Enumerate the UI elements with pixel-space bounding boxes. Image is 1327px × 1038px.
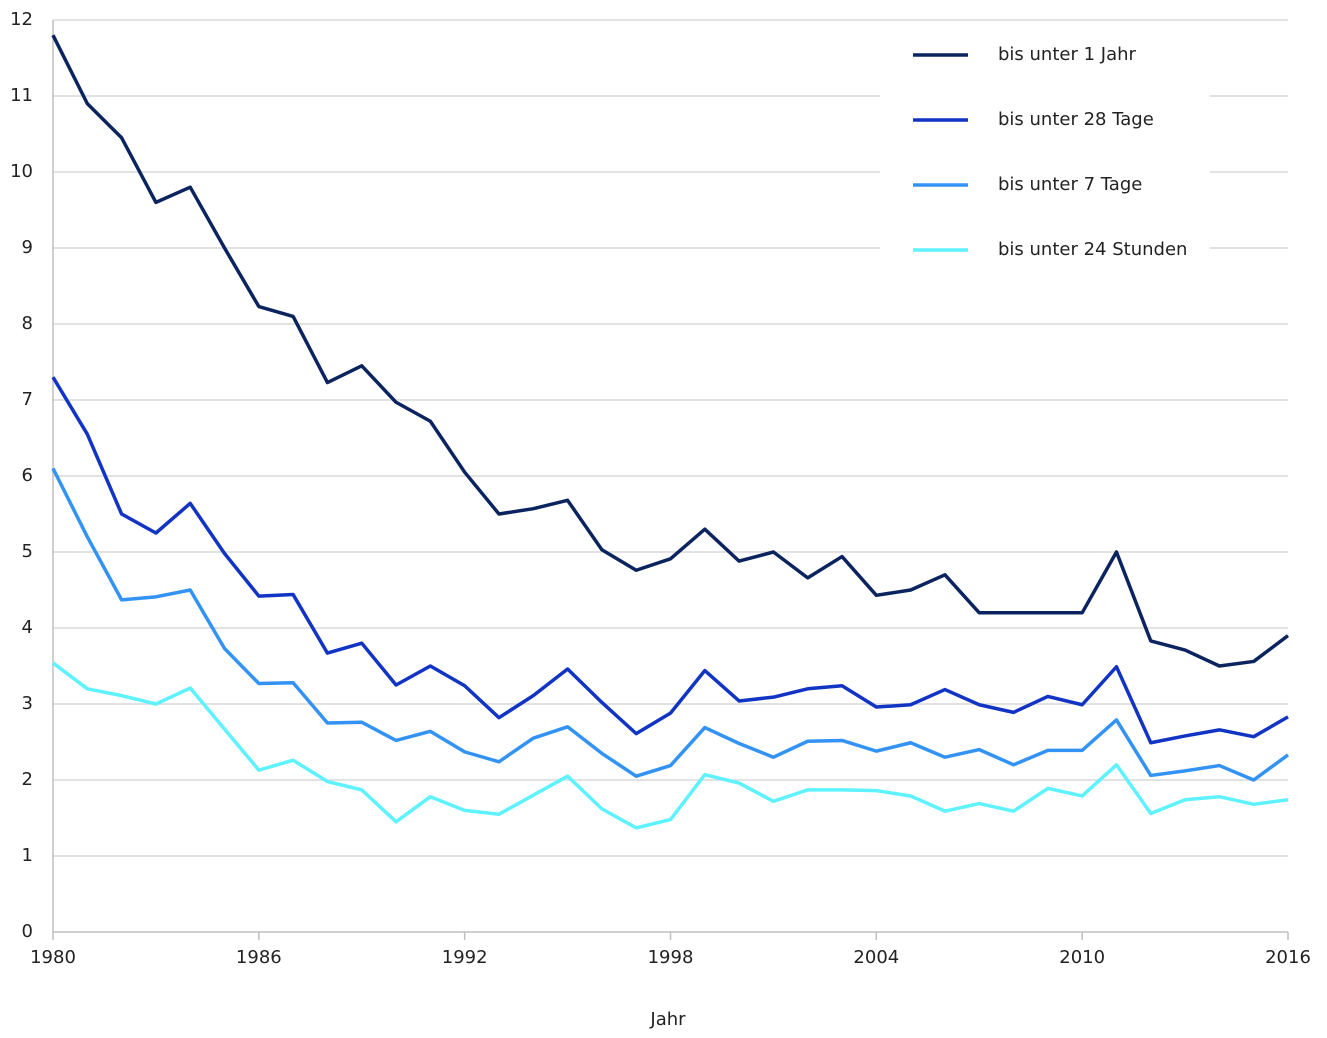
x-tick-label: 2004	[853, 947, 899, 968]
y-tick-label: 3	[22, 693, 33, 714]
x-tick-label: 1980	[30, 947, 76, 968]
y-tick-label: 9	[22, 237, 33, 258]
y-tick-label: 6	[22, 465, 33, 486]
series-line	[51, 34, 1290, 668]
series-line	[51, 467, 1290, 782]
y-tick-label: 12	[10, 9, 33, 30]
y-tick-label: 1	[22, 845, 33, 866]
y-tick-label: 5	[22, 541, 33, 562]
x-tick-label: 2010	[1059, 947, 1105, 968]
legend-label: bis unter 1 Jahr	[998, 44, 1137, 65]
legend-label: bis unter 7 Tage	[998, 174, 1142, 195]
y-tick-label: 2	[22, 769, 33, 790]
legend-label: bis unter 28 Tage	[998, 109, 1154, 130]
x-axis-label: Jahr	[649, 1009, 686, 1030]
x-tick-label: 1998	[648, 947, 694, 968]
y-tick-label: 10	[10, 161, 33, 182]
y-tick-label: 8	[22, 313, 33, 334]
y-tick-label: 11	[10, 85, 33, 106]
series-line	[51, 376, 1289, 745]
y-tick-label: 4	[22, 617, 33, 638]
legend-box	[880, 25, 1210, 280]
y-tick-label: 7	[22, 389, 33, 410]
x-tick-label: 2016	[1265, 947, 1311, 968]
y-tick-label: 0	[22, 921, 33, 942]
x-tick-label: 1986	[236, 947, 282, 968]
series-line	[51, 661, 1289, 830]
x-tick-label: 1992	[442, 947, 488, 968]
legend-label: bis unter 24 Stunden	[998, 239, 1187, 260]
